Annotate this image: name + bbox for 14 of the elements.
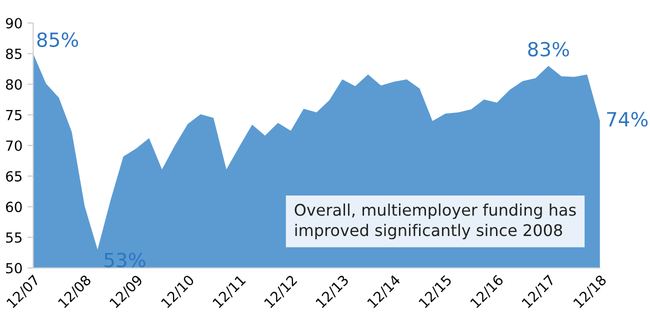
annotation: Overall, multiemployer funding has improved significantly since 2008	[294, 204, 576, 240]
y-tick-label: 70	[6, 140, 22, 151]
data-label: 85%	[37, 32, 78, 48]
y-tick-label: 50	[6, 262, 22, 274]
y-tick-label: 60	[6, 202, 22, 212]
data-label: 53%	[104, 252, 146, 268]
y-tick-label: 65	[6, 171, 22, 182]
y-tick-label: 80	[6, 79, 22, 90]
y-tick-label: 75	[6, 110, 22, 120]
y-tick-label: 90	[6, 18, 22, 28]
data-label: 74%	[607, 112, 648, 127]
y-tick-label: 85	[6, 48, 22, 60]
y-tick-label: 55	[6, 232, 22, 243]
data-label: 83%	[528, 42, 569, 57]
